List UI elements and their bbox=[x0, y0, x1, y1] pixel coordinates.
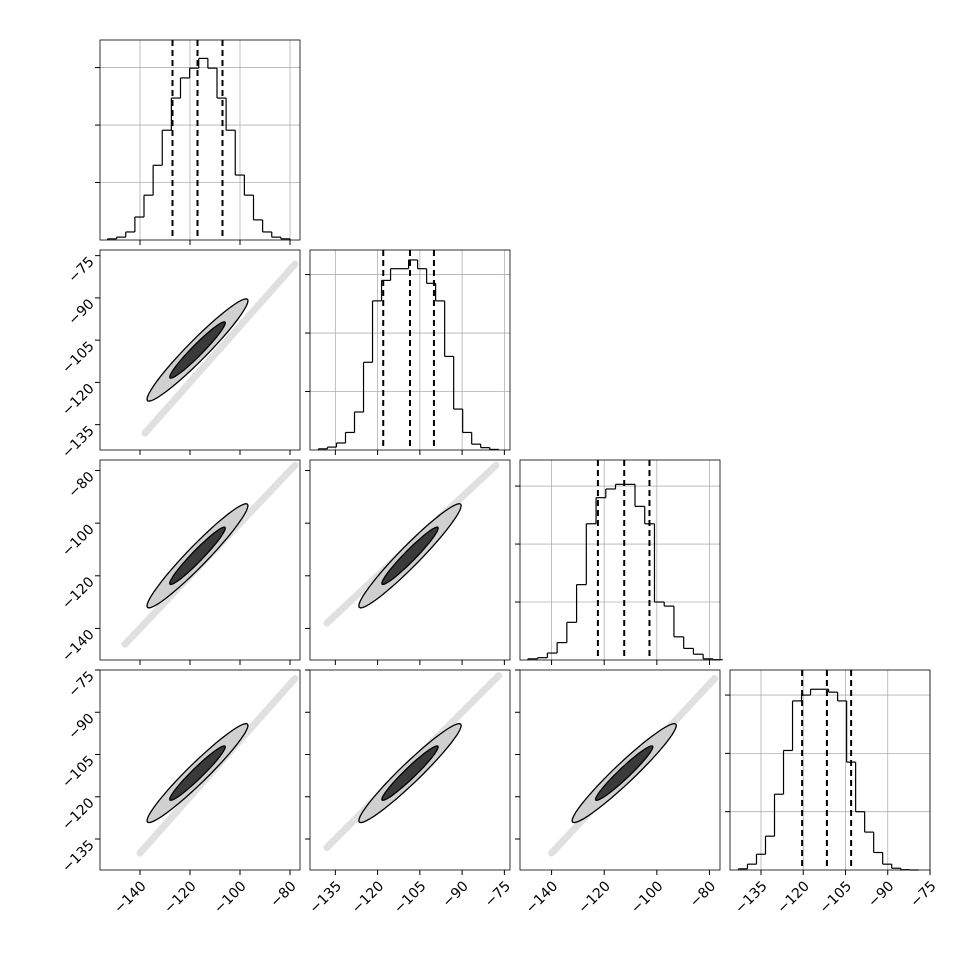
y-tick-label: −90 bbox=[65, 711, 97, 743]
y-tick-label: −120 bbox=[59, 381, 98, 420]
panel-frame bbox=[309, 459, 511, 661]
x-tick-label: −135 bbox=[307, 878, 346, 917]
x-tick-label: −140 bbox=[523, 878, 562, 917]
contour bbox=[381, 745, 439, 801]
contour bbox=[381, 526, 439, 586]
y-tick-label: −75 bbox=[65, 254, 97, 286]
y-tick-label: −135 bbox=[59, 423, 98, 462]
sample-band bbox=[141, 260, 299, 437]
panel-frame bbox=[99, 459, 301, 661]
y-tick-label: −140 bbox=[59, 627, 98, 666]
x-tick-label: −100 bbox=[628, 878, 667, 917]
y-tick-label: −100 bbox=[59, 522, 98, 561]
y-tick-label: −105 bbox=[59, 338, 98, 377]
x-tick-label: −90 bbox=[440, 878, 472, 910]
panel-frame bbox=[519, 459, 721, 661]
panel-frame bbox=[519, 669, 721, 871]
x-tick-label: −75 bbox=[482, 878, 514, 910]
x-tick-label: −80 bbox=[687, 878, 719, 910]
panel-frame bbox=[309, 669, 511, 871]
y-tick-label: −135 bbox=[59, 837, 98, 876]
panel-frame bbox=[99, 249, 301, 451]
y-tick-label: −120 bbox=[59, 574, 98, 613]
x-tick-label: −80 bbox=[267, 878, 299, 910]
x-tick-label: −120 bbox=[161, 878, 200, 917]
x-tick-label: −105 bbox=[391, 878, 430, 917]
x-tick-label: −120 bbox=[774, 878, 813, 917]
y-tick-label: −90 bbox=[65, 296, 97, 328]
panel-frame bbox=[99, 669, 301, 871]
x-tick-label: −140 bbox=[111, 878, 150, 917]
contour bbox=[169, 526, 226, 586]
y-tick-label: −75 bbox=[65, 668, 97, 700]
x-tick-label: −120 bbox=[575, 878, 614, 917]
panel-frame bbox=[309, 249, 511, 451]
contour bbox=[169, 321, 226, 379]
y-tick-label: −120 bbox=[59, 795, 98, 834]
x-tick-label: −120 bbox=[349, 878, 388, 917]
x-tick-label: −135 bbox=[732, 878, 771, 917]
contour bbox=[169, 745, 226, 801]
x-tick-label: −90 bbox=[865, 878, 897, 910]
x-tick-label: −105 bbox=[817, 878, 856, 917]
y-tick-label: −105 bbox=[59, 753, 98, 792]
x-tick-label: −75 bbox=[907, 878, 939, 910]
y-tick-label: −80 bbox=[65, 469, 97, 501]
panel-frame bbox=[99, 39, 301, 241]
panel-frame bbox=[729, 669, 931, 871]
x-tick-label: −100 bbox=[211, 878, 250, 917]
contour bbox=[594, 745, 654, 801]
